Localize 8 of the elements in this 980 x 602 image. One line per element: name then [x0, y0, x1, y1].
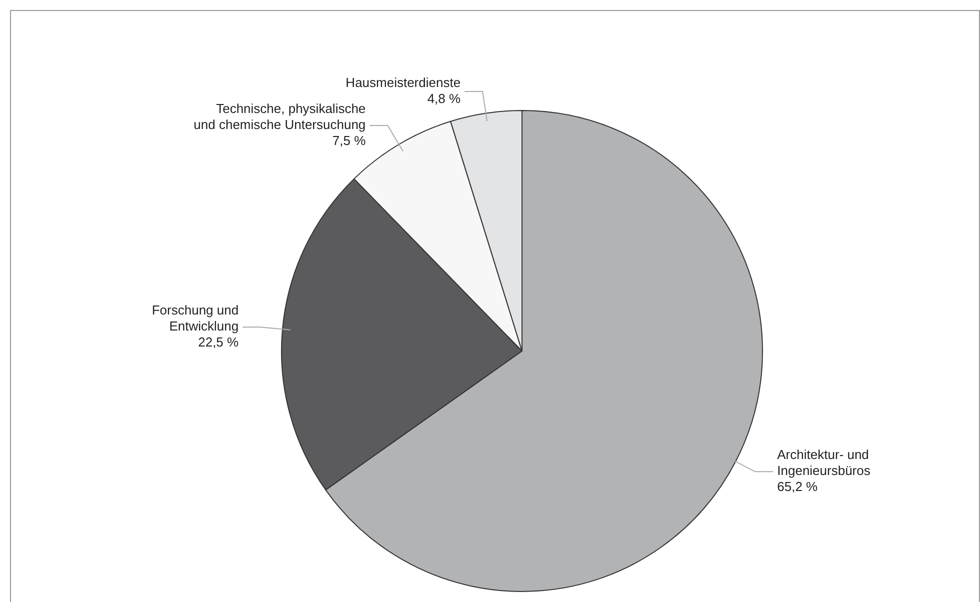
slice-label: Technische, physikalische und chemische Untersuchung [194, 101, 366, 132]
slice-label: Architektur- und Ingenieursbüros [777, 447, 871, 478]
slice-label: Hausmeisterdienste [346, 75, 461, 90]
data-label: 4,8 % [427, 91, 461, 106]
slice-label: Forschung und Entwicklung [152, 302, 239, 334]
data-label: 7,5 % [332, 133, 366, 148]
data-label: 22,5 % [198, 334, 240, 350]
data-label: 65,2 % [777, 479, 818, 494]
